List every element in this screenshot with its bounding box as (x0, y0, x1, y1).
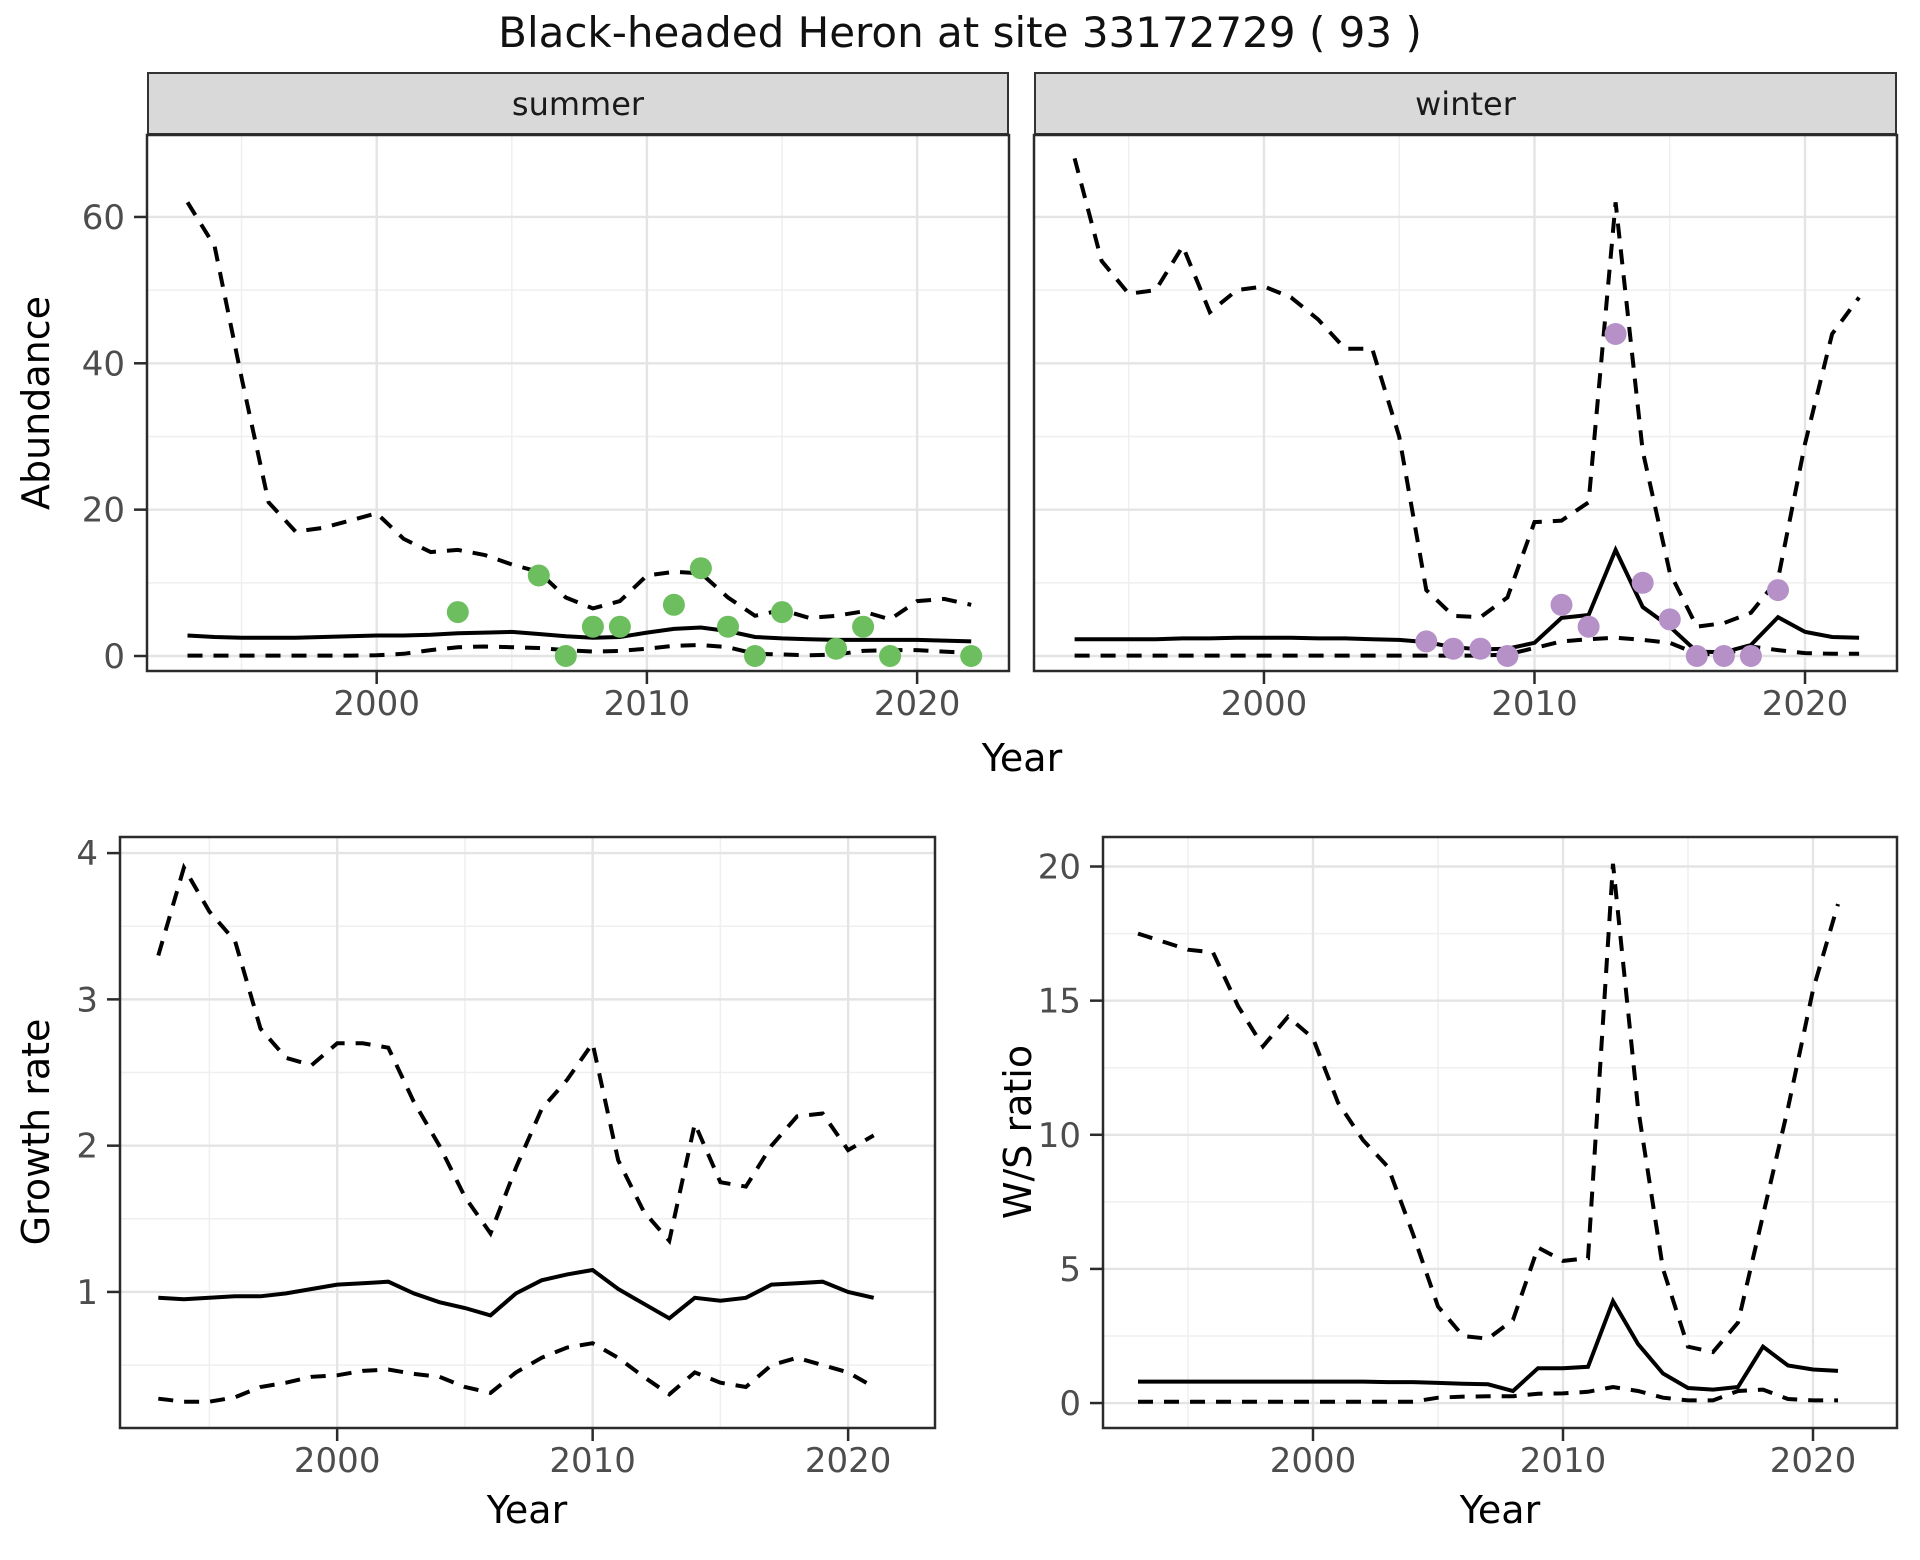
panel-bg (147, 135, 1009, 671)
facet-strip-summer: summer (147, 72, 1009, 135)
data-point (662, 593, 685, 616)
x-tick-label: 2010 (1520, 1441, 1607, 1481)
panel-border (145, 133, 1011, 673)
x-tick-label: 2020 (874, 684, 961, 724)
data-point (825, 637, 848, 660)
x-axis-title-year-top: Year (981, 736, 1063, 780)
x-axis-title-year-bottom-right: Year (1459, 1488, 1541, 1532)
data-point (879, 645, 902, 667)
data-point (1577, 615, 1600, 638)
y-tick-label: 10 (1038, 1116, 1081, 1156)
upper-ci-line (185, 201, 972, 622)
data-point (527, 564, 550, 587)
y-tick-label: 15 (1038, 982, 1081, 1022)
facet-strip-winter-label: winter (1415, 84, 1516, 123)
x-tick-label: 2000 (294, 1441, 381, 1481)
data-point (1658, 608, 1681, 631)
data-point (717, 615, 739, 638)
y-axis-title-abundance: Abundance (14, 295, 58, 511)
y-tick-label: 2 (76, 1127, 98, 1167)
x-tick-label: 2010 (604, 684, 691, 724)
y-tick-label: 5 (1059, 1250, 1081, 1290)
panel-bg (1034, 135, 1897, 671)
abundance-winter-plot: 2000 2010 2020 (1032, 133, 1899, 724)
lower-ci-line (158, 1341, 875, 1404)
data-point (1685, 645, 1708, 667)
data-point (1604, 323, 1627, 345)
y-axis-title-ws-ratio: W/S ratio (996, 1044, 1040, 1220)
x-tick-label: 2000 (333, 684, 420, 724)
data-point (960, 645, 983, 667)
x-tick-label: 2000 (1270, 1441, 1357, 1481)
panel-border (118, 835, 937, 1430)
panel-border (1032, 133, 1899, 673)
data-point (581, 615, 604, 638)
data-point (689, 557, 712, 580)
y-tick-label: 0 (1059, 1384, 1081, 1424)
ws-ratio-plot: 2000 2010 2020 0 5 10 15 20 (1038, 835, 1899, 1481)
data-point (1496, 645, 1519, 667)
data-point (1415, 630, 1438, 653)
upper-ci-line (1072, 157, 1861, 629)
panel-bg (120, 837, 935, 1428)
mean-line (1138, 1296, 1839, 1394)
abundance-summer-plot: 2000 2010 2020 0 20 40 60 (82, 133, 1011, 724)
data-point (608, 615, 631, 638)
x-tick-label: 2000 (1221, 684, 1308, 724)
upper-ci-line (1137, 863, 1840, 1355)
growth-rate-plot: 2000 2010 2020 1 2 3 4 (76, 834, 937, 1481)
data-point (852, 615, 875, 638)
lower-ci-line (1138, 1384, 1838, 1404)
upper-ci-line (156, 862, 875, 1246)
page-title: Black-headed Heron at site 33172729 ( 93… (498, 8, 1422, 57)
x-tick-label: 2020 (1762, 684, 1849, 724)
y-tick-label: 60 (82, 198, 125, 238)
y-tick-label: 3 (76, 980, 98, 1020)
data-point (554, 645, 577, 667)
x-axis-title-year-bottom-left: Year (486, 1488, 568, 1532)
y-tick-label: 4 (76, 834, 98, 874)
y-tick-label: 20 (82, 491, 125, 531)
mean-line (158, 1267, 875, 1321)
data-point (1442, 637, 1465, 660)
x-tick-label: 2020 (805, 1441, 892, 1481)
panel-bg (1103, 837, 1897, 1428)
data-point (446, 601, 469, 624)
y-tick-label: 40 (82, 344, 125, 384)
x-tick-label: 2010 (1491, 684, 1578, 724)
y-tick-label: 0 (103, 637, 125, 677)
data-point (771, 601, 793, 624)
facet-strip-summer-label: summer (511, 84, 645, 123)
panel-border (1101, 835, 1899, 1430)
data-point (1469, 637, 1492, 660)
x-tick-label: 2010 (549, 1441, 636, 1481)
data-point (1767, 579, 1789, 602)
y-tick-label: 1 (76, 1273, 98, 1313)
y-axis-title-growth-rate: Growth rate (14, 1018, 58, 1246)
y-tick-label: 20 (1038, 848, 1081, 888)
data-point (1550, 593, 1573, 616)
data-point (1712, 645, 1735, 667)
data-point (1739, 645, 1762, 667)
data-point (744, 645, 766, 667)
data-point (1631, 571, 1654, 594)
x-tick-label: 2020 (1770, 1441, 1857, 1481)
